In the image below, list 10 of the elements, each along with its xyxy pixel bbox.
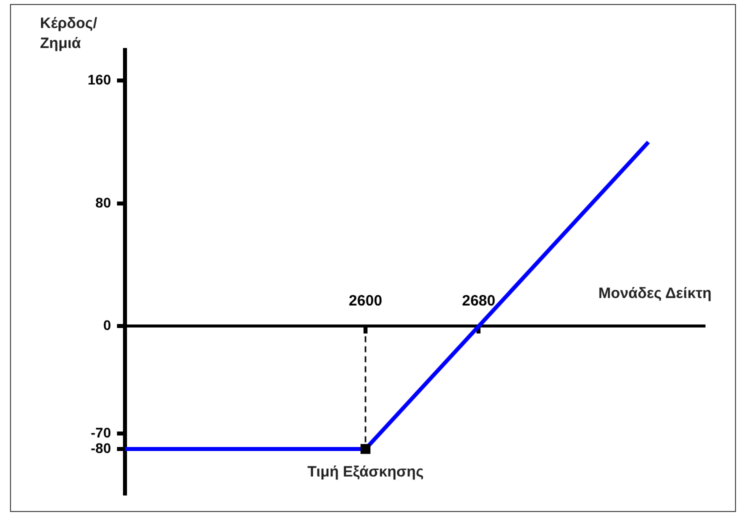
x-tick-label: 2680	[462, 292, 496, 310]
y-tick-label: 80	[95, 194, 112, 210]
y-tick-label: 0	[103, 317, 112, 334]
y-tick-label: 160	[88, 72, 112, 88]
x-axis-title: Μονάδες Δείκτη	[597, 284, 713, 304]
x-tick-label: 2600	[348, 292, 382, 310]
y-axis-title: Κέρδος/ Ζημιά	[40, 14, 98, 54]
annotation: Τιμή Εξάσκησης	[307, 464, 424, 481]
y-tick-label: -70	[90, 424, 112, 440]
y-tick-label: -80	[90, 440, 112, 456]
